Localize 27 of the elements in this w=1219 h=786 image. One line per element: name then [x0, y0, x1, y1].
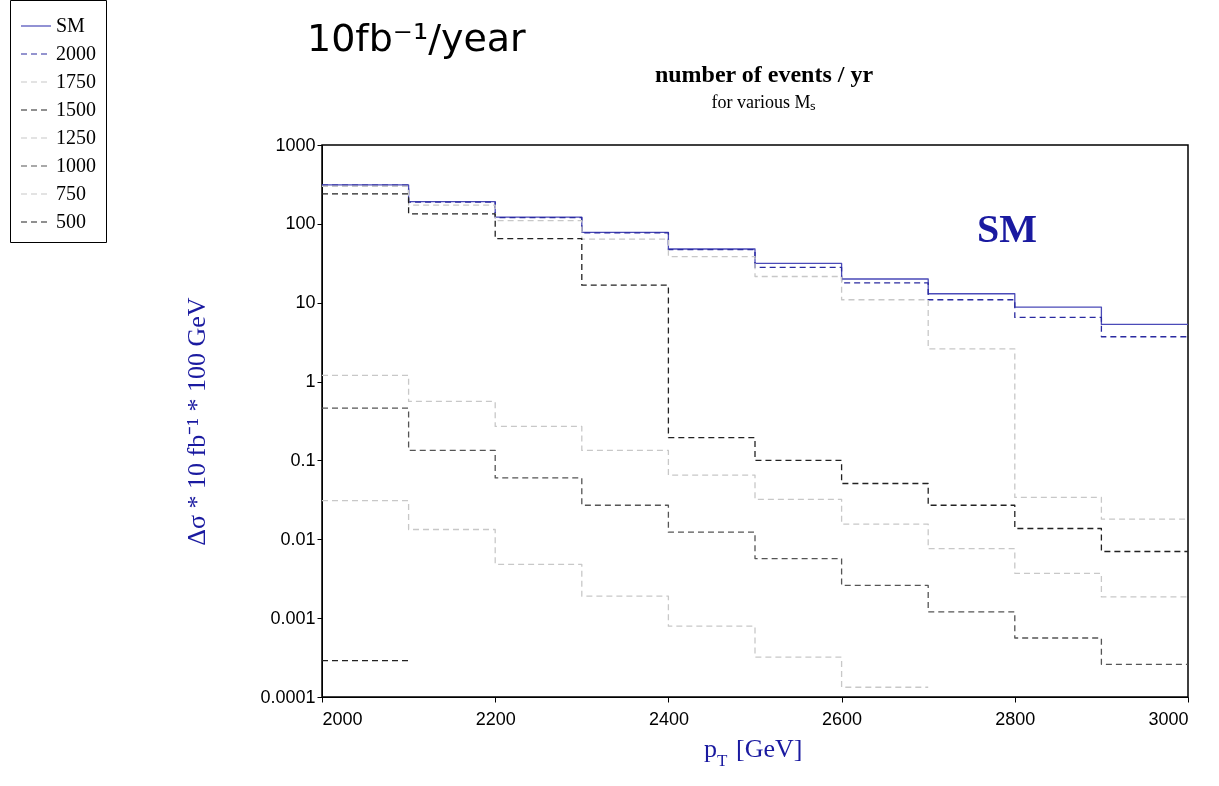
x-tick-label: 2800: [995, 708, 1036, 729]
legend-label: 1250: [56, 126, 96, 148]
legend-label: 1750: [56, 70, 96, 92]
y-tick-label: 10: [295, 292, 316, 313]
x-tick-label: 2400: [648, 708, 689, 729]
x-tick-label: 3000: [1148, 708, 1189, 729]
legend-label: SM: [56, 14, 86, 36]
legend-label: 500: [56, 210, 86, 232]
x-tick-label: 2000: [322, 708, 363, 729]
chart-title: number of events / yr: [654, 61, 874, 87]
x-tick-label: 2600: [822, 708, 863, 729]
y-tick-label: 100: [285, 213, 316, 234]
chart-subtitle: for various Mₛ: [711, 92, 817, 112]
legend-label: 750: [56, 182, 86, 204]
y-axis-title: Δσ * 10 fb⁻¹ * 100 GeV: [182, 297, 212, 546]
annotation: SM: [977, 206, 1037, 251]
x-tick-label: 2200: [475, 708, 516, 729]
y-tick-label: 0.0001: [260, 686, 316, 707]
legend-label: 1000: [56, 154, 96, 176]
y-tick-label: 1: [305, 371, 316, 392]
y-tick-label: 0.01: [280, 528, 316, 549]
y-tick-label: 0.1: [290, 449, 316, 470]
y-tick-label: 1000: [275, 134, 316, 155]
legend-label: 1500: [56, 98, 96, 120]
legend-label: 2000: [56, 42, 96, 64]
text: 10fb⁻¹/year: [307, 16, 527, 60]
y-tick-label: 0.001: [270, 607, 316, 628]
